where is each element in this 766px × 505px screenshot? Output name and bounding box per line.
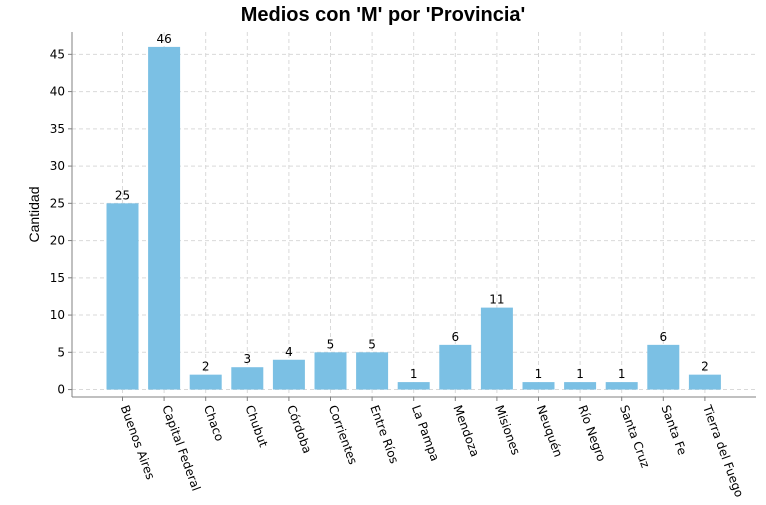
data-label: 1 <box>535 367 543 381</box>
bar <box>605 382 638 390</box>
x-tick-label: Tierra del Fuego <box>700 402 747 499</box>
bar <box>647 344 680 390</box>
data-label: 1 <box>410 367 418 381</box>
axes <box>68 32 756 401</box>
bar <box>189 374 222 390</box>
x-tick-label: Corrientes <box>326 403 360 466</box>
bar <box>231 367 264 390</box>
bar <box>397 382 430 390</box>
data-label: 5 <box>327 337 335 351</box>
y-tick-label: 5 <box>57 345 65 359</box>
x-tick-label: Neuquén <box>534 403 566 459</box>
data-label: 1 <box>618 367 626 381</box>
y-tick-label: 15 <box>50 271 65 285</box>
bar <box>522 382 555 390</box>
y-tick-label: 0 <box>57 383 65 397</box>
bar <box>272 359 305 390</box>
data-label: 5 <box>368 337 376 351</box>
y-tick-label: 10 <box>50 308 65 322</box>
y-tick-label: 30 <box>50 159 65 173</box>
y-tick-label: 40 <box>50 85 65 99</box>
x-tick-label: Entre Ríos <box>367 403 401 465</box>
bar <box>439 344 472 390</box>
x-tick-label: Chaco <box>201 403 227 443</box>
bar <box>688 374 721 390</box>
data-label: 46 <box>156 32 171 46</box>
x-tick-label: Córdoba <box>284 403 314 455</box>
x-tick-label: Santa Fe <box>658 403 689 457</box>
x-tick-label: Río Negro <box>575 403 608 463</box>
y-tick-label: 45 <box>50 47 65 61</box>
bars <box>106 46 721 390</box>
data-label: 2 <box>202 360 210 374</box>
bar <box>314 352 347 390</box>
data-label: 6 <box>659 330 667 344</box>
x-tick-label: Mendoza <box>450 403 482 458</box>
data-label: 4 <box>285 345 293 359</box>
data-label: 2 <box>701 360 709 374</box>
x-tick-label: Buenos Aires <box>118 403 158 481</box>
bar <box>564 382 597 390</box>
x-tick-label: Misiones <box>492 403 523 457</box>
chart-title: Medios con 'M' por 'Provincia' <box>241 4 526 26</box>
bar <box>106 203 139 390</box>
data-label: 3 <box>243 352 251 366</box>
x-tick-label: Santa Cruz <box>617 403 653 469</box>
x-tick-label: Capital Federal <box>159 403 203 492</box>
x-tick-label: La Pampa <box>409 403 442 463</box>
y-axis-label: Cantidad <box>26 186 42 242</box>
y-tick-labels: 0 5 10 15 20 25 30 35 40 45 <box>50 47 65 396</box>
y-tick-label: 25 <box>50 196 65 210</box>
grid-lines <box>72 32 756 397</box>
bar <box>148 46 181 390</box>
data-label: 11 <box>489 293 504 307</box>
y-tick-label: 35 <box>50 122 65 136</box>
bar <box>480 307 513 390</box>
y-tick-label: 20 <box>50 234 65 248</box>
bar <box>356 352 389 390</box>
x-tick-label: Chubut <box>242 403 270 449</box>
data-label: 6 <box>451 330 459 344</box>
data-label: 25 <box>115 188 130 202</box>
data-label: 1 <box>576 367 584 381</box>
